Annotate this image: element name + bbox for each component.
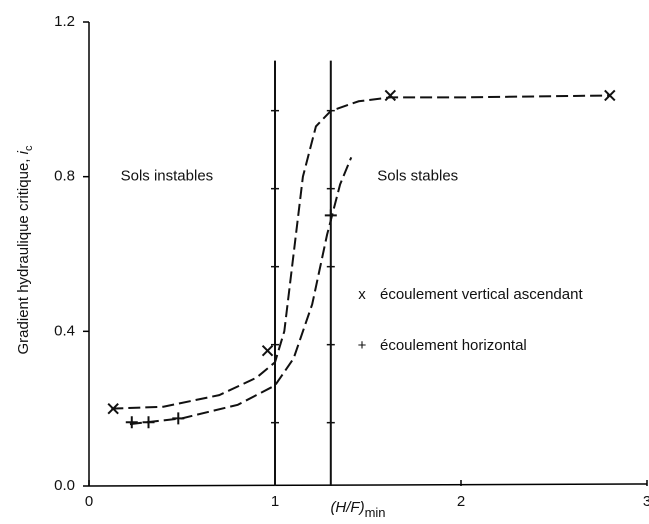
data-point	[125, 416, 138, 429]
x-axis	[88, 483, 648, 487]
x-label-main: (H/F)	[330, 499, 364, 516]
annotation: Sols stables	[377, 168, 458, 185]
x-tick-label: 3	[643, 493, 649, 510]
legend-symbol: x	[358, 286, 366, 303]
x-axis-label: (H/F)min	[330, 499, 385, 520]
x-label-sub: min	[365, 505, 386, 520]
data-point	[261, 344, 274, 357]
fit-curve	[129, 156, 353, 426]
y-tick-label: 1.2	[54, 13, 75, 30]
x-tick-label: 2	[457, 493, 465, 510]
data-point	[324, 209, 337, 222]
y-tick-label: 0.4	[54, 322, 75, 339]
legend-symbol: +	[358, 337, 367, 354]
data-point	[384, 89, 397, 102]
data-point	[107, 402, 119, 415]
x-tick-label: 0	[85, 493, 93, 510]
y-label-symbol: i	[15, 150, 32, 154]
annotation: Sols instables	[121, 168, 214, 185]
data-point	[604, 89, 616, 102]
y-label-sub: c	[23, 145, 35, 151]
y-label-main: Gradient hydraulique critique,	[15, 154, 32, 354]
y-tick-label: 0.0	[54, 477, 75, 494]
data-point	[142, 416, 155, 429]
y-axis-label: Gradient hydraulique critique, ic	[15, 145, 35, 354]
y-tick-label: 0.8	[54, 168, 75, 185]
data-point	[172, 412, 185, 425]
fit-curve	[111, 94, 610, 410]
legend-label: écoulement vertical ascendant	[380, 286, 583, 303]
x-tick-label: 1	[271, 493, 279, 510]
legend-label: écoulement horizontal	[380, 337, 527, 354]
